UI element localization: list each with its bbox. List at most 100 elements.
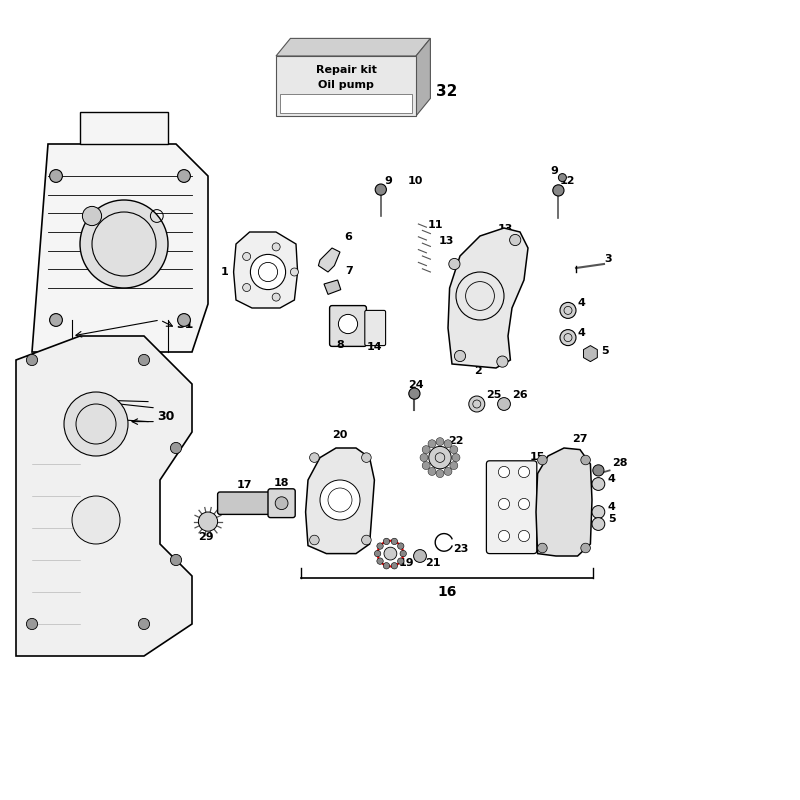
Circle shape [170, 442, 182, 454]
Text: 32: 32 [436, 85, 458, 99]
Circle shape [374, 550, 381, 557]
Circle shape [592, 478, 605, 490]
Circle shape [178, 314, 190, 326]
Text: 8: 8 [336, 340, 344, 350]
Circle shape [50, 314, 62, 326]
Circle shape [581, 543, 590, 553]
Circle shape [498, 398, 510, 410]
Circle shape [242, 253, 250, 261]
Text: 13: 13 [498, 224, 513, 234]
Circle shape [383, 562, 390, 569]
Text: 10: 10 [408, 176, 423, 186]
Text: 20: 20 [332, 430, 348, 440]
Circle shape [497, 356, 508, 367]
Text: 31: 31 [176, 318, 194, 330]
Circle shape [444, 440, 452, 448]
Text: 25: 25 [486, 390, 502, 400]
Text: 12: 12 [560, 176, 575, 186]
Circle shape [242, 283, 250, 291]
Text: 16: 16 [437, 585, 457, 599]
Circle shape [398, 543, 404, 550]
Text: Repair kit: Repair kit [315, 66, 377, 75]
Circle shape [272, 293, 280, 301]
Polygon shape [448, 228, 528, 368]
Circle shape [428, 467, 436, 475]
Circle shape [398, 558, 404, 564]
Circle shape [391, 538, 398, 545]
Circle shape [422, 462, 430, 470]
Text: 4: 4 [578, 298, 586, 308]
Circle shape [50, 170, 62, 182]
Circle shape [560, 302, 576, 318]
Circle shape [452, 454, 460, 462]
Text: 23: 23 [453, 544, 468, 554]
Circle shape [310, 453, 319, 462]
Circle shape [592, 518, 605, 530]
Text: 4: 4 [608, 474, 616, 484]
Text: 9: 9 [384, 176, 392, 186]
Circle shape [377, 558, 383, 564]
Polygon shape [234, 232, 298, 308]
Polygon shape [536, 448, 592, 556]
Text: 4: 4 [578, 328, 586, 338]
Polygon shape [32, 144, 208, 352]
Text: 9: 9 [550, 166, 558, 176]
Text: 6: 6 [344, 232, 352, 242]
Circle shape [275, 497, 288, 510]
Circle shape [383, 538, 390, 545]
Circle shape [80, 200, 168, 288]
Circle shape [138, 618, 150, 630]
Circle shape [362, 453, 371, 462]
Circle shape [272, 243, 280, 251]
Circle shape [428, 440, 436, 448]
Circle shape [469, 396, 485, 412]
Circle shape [429, 446, 451, 469]
Text: 1: 1 [221, 267, 229, 277]
Circle shape [560, 330, 576, 346]
Polygon shape [276, 38, 430, 56]
Circle shape [64, 392, 128, 456]
Circle shape [450, 446, 458, 454]
Circle shape [377, 543, 383, 550]
Circle shape [26, 354, 38, 366]
Circle shape [170, 554, 182, 566]
Circle shape [518, 530, 530, 542]
Text: 26: 26 [512, 390, 528, 400]
FancyBboxPatch shape [486, 461, 537, 554]
Text: 27: 27 [572, 434, 587, 443]
Polygon shape [80, 112, 168, 144]
Circle shape [450, 462, 458, 470]
Circle shape [250, 254, 286, 290]
FancyBboxPatch shape [365, 310, 386, 346]
Text: 24: 24 [408, 380, 424, 390]
Circle shape [518, 498, 530, 510]
Circle shape [498, 466, 510, 478]
Circle shape [581, 455, 590, 465]
Text: 7: 7 [346, 266, 354, 275]
FancyBboxPatch shape [268, 489, 295, 518]
Circle shape [592, 506, 605, 518]
Circle shape [391, 562, 398, 569]
Text: 3: 3 [604, 254, 612, 264]
Circle shape [409, 388, 420, 399]
Polygon shape [583, 346, 598, 362]
Text: 28: 28 [612, 458, 627, 467]
Circle shape [72, 496, 120, 544]
Polygon shape [16, 336, 192, 656]
Circle shape [414, 550, 426, 562]
FancyBboxPatch shape [218, 492, 270, 514]
Text: 4: 4 [608, 502, 616, 513]
Circle shape [449, 258, 460, 270]
Circle shape [538, 455, 547, 465]
Circle shape [420, 454, 428, 462]
Text: 5: 5 [608, 514, 616, 525]
Text: 11: 11 [428, 220, 443, 230]
Text: 15: 15 [530, 452, 545, 462]
Circle shape [310, 535, 319, 545]
Text: 18: 18 [274, 478, 290, 487]
Circle shape [138, 354, 150, 366]
Circle shape [338, 314, 358, 334]
Text: 14: 14 [366, 342, 382, 352]
Text: 29: 29 [198, 532, 214, 542]
Polygon shape [324, 280, 341, 294]
